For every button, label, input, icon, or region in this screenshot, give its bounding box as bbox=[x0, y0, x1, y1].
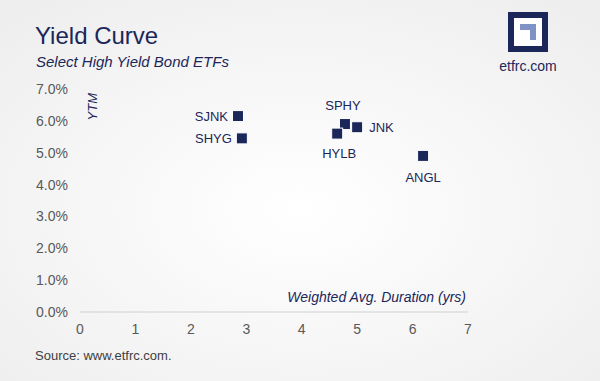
y-tick-label: 1.0% bbox=[36, 272, 68, 288]
x-tick bbox=[190, 312, 191, 315]
x-tick bbox=[301, 312, 302, 315]
subtitle: Select High Yield Bond ETFs bbox=[36, 53, 229, 70]
x-tick-label: 7 bbox=[464, 321, 472, 337]
y-tick bbox=[77, 312, 80, 313]
title: Yield Curve bbox=[35, 22, 158, 49]
y-tick bbox=[77, 216, 80, 217]
point bbox=[232, 111, 243, 122]
logo-shape bbox=[520, 24, 536, 40]
x-tick bbox=[246, 312, 247, 315]
point bbox=[236, 133, 247, 144]
logo: etfrc.com bbox=[499, 12, 557, 74]
y-tick-label: 7.0% bbox=[36, 81, 68, 97]
x-tick-label: 2 bbox=[187, 321, 195, 337]
source: Source: www.etfrc.com. bbox=[35, 348, 172, 363]
y-tick bbox=[77, 184, 80, 185]
point-label: SJNK bbox=[195, 109, 229, 124]
x-tick bbox=[357, 312, 358, 315]
chart: Yield Curve Select High Yield Bond ETFs et… bbox=[0, 0, 600, 381]
y-axis-label: YTM bbox=[85, 93, 100, 121]
y-tick bbox=[77, 89, 80, 90]
x-axis-label: Weighted Avg. Duration (yrs) bbox=[287, 289, 466, 305]
point bbox=[352, 122, 363, 133]
y-tick-label: 6.0% bbox=[36, 113, 68, 129]
point bbox=[332, 128, 343, 139]
x-tick bbox=[80, 312, 81, 315]
x-tick-label: 0 bbox=[76, 321, 84, 337]
y-tick-label: 2.0% bbox=[36, 240, 68, 256]
y-tick bbox=[77, 152, 80, 153]
logo-outer bbox=[508, 12, 548, 52]
point-label: ANGL bbox=[405, 170, 440, 185]
x-tick-label: 4 bbox=[298, 321, 306, 337]
point-label: SPHY bbox=[325, 98, 361, 113]
point-label: JNK bbox=[369, 120, 394, 135]
point bbox=[418, 150, 429, 161]
x-tick-label: 6 bbox=[409, 321, 417, 337]
y-tick-label: 4.0% bbox=[36, 177, 68, 193]
y-tick-label: 3.0% bbox=[36, 208, 68, 224]
logo-inner bbox=[514, 18, 542, 46]
x-tick bbox=[412, 312, 413, 315]
y-tick-label: 0.0% bbox=[36, 304, 68, 320]
x-tick-label: 1 bbox=[132, 321, 140, 337]
x-tick bbox=[468, 312, 469, 315]
x-tick-label: 5 bbox=[353, 321, 361, 337]
logo-text: etfrc.com bbox=[499, 58, 557, 74]
y-tick-label: 5.0% bbox=[36, 145, 68, 161]
background bbox=[0, 0, 600, 381]
y-tick bbox=[77, 280, 80, 281]
x-axis-line bbox=[80, 312, 468, 313]
x-tick bbox=[135, 312, 136, 315]
points bbox=[232, 111, 428, 162]
y-tick bbox=[77, 248, 80, 249]
x-tick-label: 3 bbox=[242, 321, 250, 337]
point-label: HYLB bbox=[322, 146, 356, 161]
y-tick bbox=[77, 120, 80, 121]
point-label: SHYG bbox=[195, 131, 232, 146]
